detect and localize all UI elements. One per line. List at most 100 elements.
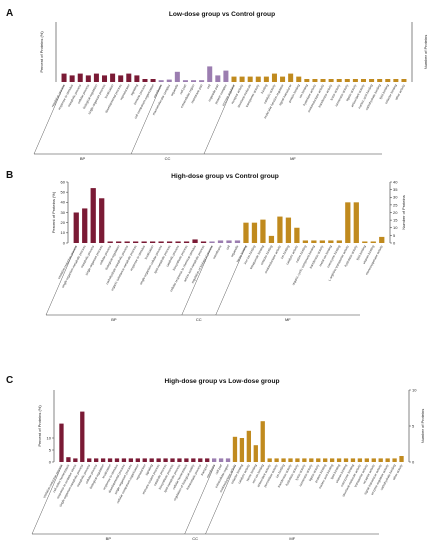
bar [99,198,105,243]
panel-c-title: High-dose group vs Low-dose group [164,378,279,385]
bar [133,241,139,243]
bar [336,79,342,82]
category-label: localization [144,244,155,260]
group-label: CC [196,317,202,322]
bar [110,73,116,82]
bar [336,240,342,243]
bar [360,79,366,82]
category-label: localization [101,463,112,479]
bar [377,79,383,82]
bar [184,458,189,462]
bar [175,241,181,243]
group-label: CC [192,536,198,541]
panel-b: B High-dose group vs Control group [6,170,279,181]
category-label: cell part [179,83,188,95]
bar [107,458,113,462]
y2-tick-label: 0 [412,459,415,464]
category-label: signaling [129,83,138,96]
category-label: membrane [212,244,223,259]
bar [239,76,245,82]
category-label: lyase activity [329,83,341,101]
bar [177,458,182,462]
group-label: BP [80,156,86,161]
y-tick-label: 5 [49,447,52,452]
bar [174,71,180,82]
bar [90,188,96,243]
bar [345,202,351,243]
bar [59,423,64,462]
category-label: ion binding [275,463,286,478]
bar [118,75,124,82]
y2-tick-label: 10 [393,225,398,230]
bar [309,458,314,462]
bar [328,79,334,82]
bar [281,458,286,462]
group-bracket-edge [31,464,63,535]
bar [246,430,252,462]
bar [82,208,88,243]
group-label: MF [289,536,295,541]
bar [370,241,376,243]
bar [316,458,321,462]
category-label: membrane [206,463,217,478]
bar [205,458,210,462]
bar [217,240,224,243]
bar [311,240,317,243]
bar [234,240,241,243]
bar [87,458,92,462]
panel-c-label: C [6,375,13,386]
bar [364,458,369,462]
bar [329,458,335,462]
bar [280,76,286,82]
bar [312,79,318,82]
bar [192,239,198,243]
bar [183,241,190,243]
bar [302,240,309,243]
bar [135,458,140,462]
group-bracket-edge [181,245,212,316]
category-label: cell [225,244,231,250]
bar [253,445,258,462]
bar [350,458,356,462]
category-label: signaling [144,463,153,476]
bar [93,73,99,82]
y2-tick-label: 30 [393,195,398,200]
bar [385,79,391,82]
group-label: BP [111,317,117,322]
bar [260,421,265,462]
category-label: binding [260,83,268,94]
category-label: reproduction [135,463,147,480]
bar [392,458,397,462]
group-bracket-edge [45,245,77,316]
category-label: other activity [392,463,404,481]
bar [231,76,237,82]
y2-tick-label: 5 [393,233,396,238]
bar [243,222,249,243]
y-tick-label: 0 [63,240,66,245]
bar [401,79,407,82]
y-tick-label: 30 [61,210,66,215]
bar [124,241,130,243]
panel-a-title: Low-dose group vs Control group [169,11,275,18]
bar [285,217,292,243]
category-label: cell [206,83,212,89]
group-bracket-edge [203,84,235,155]
y-tick-label: 60 [61,179,66,184]
category-label: localization [104,83,115,99]
bar [328,240,334,243]
bar [215,75,221,82]
group-label: MF [285,317,291,322]
category-label: reproduction [119,83,131,100]
bar [166,79,172,82]
bar [198,458,203,462]
bar [371,458,376,462]
category-label: lipid binding [330,463,341,480]
category-label: cell part [214,463,223,475]
bar [199,80,205,82]
bar [166,241,173,243]
bar [274,458,279,462]
bar [271,73,277,82]
bar [116,241,122,243]
bar [170,458,175,462]
category-label: lipid binding [355,244,366,261]
